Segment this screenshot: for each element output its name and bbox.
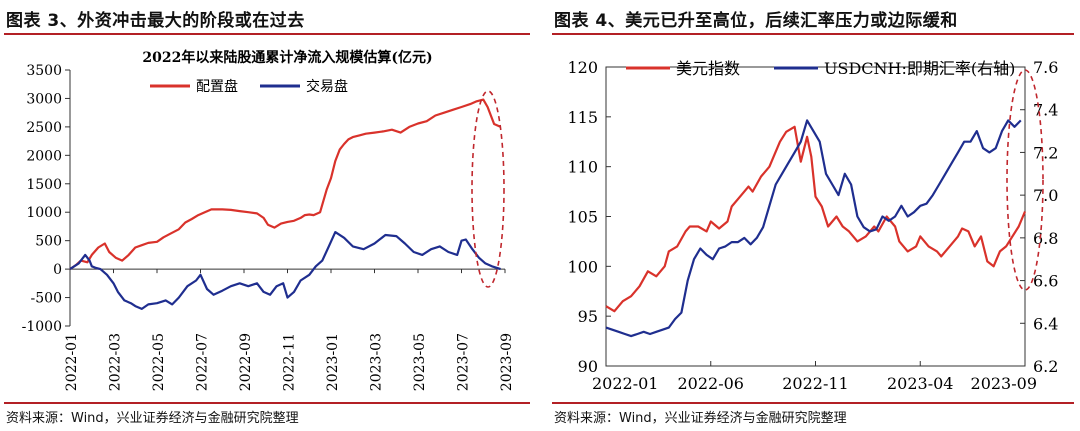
x-tick-label: 2022-07 (195, 333, 211, 391)
y-tick-label: 105 (567, 208, 598, 227)
left-title-rule (4, 33, 530, 35)
x-tick-label: 2023-01 (325, 333, 341, 391)
y2-tick-label: 6.8 (1033, 229, 1058, 248)
x-tick-label: 2023-09 (971, 374, 1037, 393)
y2-tick-label: 7.6 (1033, 58, 1058, 77)
y-tick-label: 0 (53, 262, 62, 278)
legend-label: USDCNH:即期汇率(右轴) (824, 59, 1015, 78)
y-tick-label: 1500 (26, 177, 62, 193)
x-tick-label: 2022-01 (592, 374, 658, 393)
highlight-ellipse (471, 90, 505, 288)
y-tick-label: 110 (567, 158, 598, 177)
right-source-rule (552, 402, 1074, 404)
x-tick-label: 2022-11 (782, 374, 848, 393)
x-tick-label: 2022-11 (282, 333, 298, 391)
x-tick-label: 2022-01 (64, 333, 80, 391)
y2-tick-label: 7.0 (1033, 186, 1058, 205)
left-line-chart: 2022年以来陆股通累计净流入规模估算(亿元) -1000 -500 0 500 1000… (22, 49, 515, 391)
y-tick-label: 95 (578, 307, 598, 326)
y-tick-label: 2000 (26, 148, 62, 164)
left-figure-title: 图表 3、外资冲击最大的阶段或在过去 (6, 11, 305, 31)
x-tick-label: 2023-09 (499, 333, 515, 391)
x-tick-label: 2022-03 (108, 333, 124, 391)
right-figure-panel: 图表 4、美元已升至高位，后续汇率压力或边际缓和 90 95 100 105 110 11… (548, 0, 1080, 431)
x-tick-label: 2023-04 (887, 374, 953, 393)
y-tick-label: 3500 (26, 63, 62, 79)
series-line-usdcnh (605, 119, 1022, 338)
left-source-note: 资料来源：Wind，兴业证券经济与金融研究院整理 (6, 411, 299, 426)
series-line-dollar-index (605, 125, 1027, 313)
x-tick-label: 2022-09 (238, 333, 254, 391)
legend-label: 交易盘 (306, 78, 348, 95)
x-tick-label: 2023-07 (456, 333, 472, 391)
y2-tick-label: 6.2 (1033, 357, 1058, 376)
plot-frame (605, 66, 1026, 367)
highlight-ellipse (1006, 69, 1044, 291)
legend-label: 配置盘 (196, 78, 238, 95)
chart-title: 2022年以来陆股通累计净流入规模估算(亿元) (142, 49, 432, 66)
y-tick-label: 120 (567, 58, 598, 77)
x-tick-label: 2022-06 (678, 374, 744, 393)
y-tick-label: 1000 (26, 205, 62, 221)
y-tick-label: -1000 (22, 319, 62, 335)
x-tick-label: 2023-05 (412, 333, 428, 391)
series-line-trading (69, 231, 501, 310)
y-tick-label: 100 (567, 257, 598, 276)
right-figure-title: 图表 4、美元已升至高位，后续汇率压力或边际缓和 (554, 11, 958, 31)
right-source-note: 资料来源：Wind，兴业证券经济与金融研究院整理 (554, 411, 847, 426)
left-figure-panel: 图表 3、外资冲击最大的阶段或在过去 2022年以来陆股通累计净流入规模估算(亿… (0, 0, 536, 431)
legend-label: 美元指数 (676, 59, 740, 78)
y-tick-label: 500 (35, 234, 62, 250)
y2-tick-label: 7.2 (1033, 143, 1058, 162)
right-line-chart: 90 95 100 105 110 115 120 6.2 6.4 6.6 6.8 7.0 7.2 7.4… (567, 58, 1058, 393)
series-line-allocation (69, 98, 502, 271)
y2-tick-label: 6.6 (1033, 272, 1058, 291)
y-tick-label: -500 (31, 291, 62, 307)
y-tick-label: 2500 (26, 120, 62, 136)
x-tick-label: 2022-05 (151, 333, 167, 391)
y-tick-label: 115 (567, 108, 598, 127)
left-source-rule (4, 402, 530, 404)
y2-tick-label: 6.4 (1033, 314, 1058, 333)
y-tick-label: 90 (578, 357, 598, 376)
right-title-rule (552, 33, 1074, 35)
y-tick-label: 3000 (26, 91, 62, 107)
x-tick-label: 2023-03 (369, 333, 385, 391)
y2-tick-label: 7.4 (1033, 101, 1058, 120)
